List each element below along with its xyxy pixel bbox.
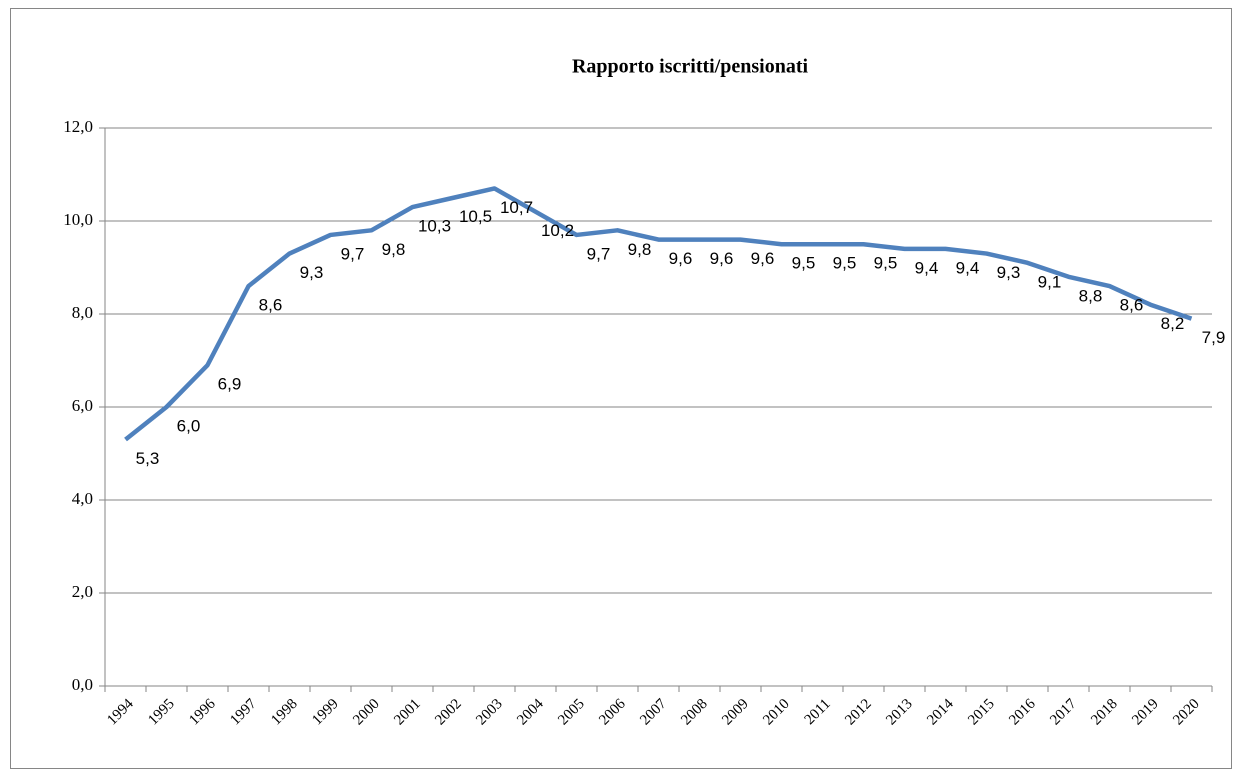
data-label: 9,3 xyxy=(300,263,324,282)
data-label: 9,6 xyxy=(751,249,775,268)
data-label: 5,3 xyxy=(136,449,160,468)
data-label: 9,4 xyxy=(956,258,980,277)
y-tick-label: 12,0 xyxy=(63,117,93,136)
data-label: 9,8 xyxy=(628,240,652,259)
data-label: 8,6 xyxy=(1120,296,1144,315)
data-label: 9,5 xyxy=(874,254,898,273)
data-label: 10,2 xyxy=(541,221,574,240)
data-label: 9,5 xyxy=(792,254,816,273)
data-label: 9,6 xyxy=(669,249,693,268)
y-tick-label: 0,0 xyxy=(72,675,93,694)
data-label: 8,8 xyxy=(1079,286,1103,305)
data-label: 8,2 xyxy=(1161,314,1185,333)
data-label: 9,4 xyxy=(915,258,939,277)
data-label: 9,5 xyxy=(833,254,857,273)
data-label: 9,7 xyxy=(341,244,365,263)
data-label: 6,9 xyxy=(218,375,242,394)
y-tick-label: 6,0 xyxy=(72,396,93,415)
data-label: 10,3 xyxy=(418,217,451,236)
data-label: 9,3 xyxy=(997,263,1021,282)
data-label: 7,9 xyxy=(1202,328,1226,347)
data-label: 9,6 xyxy=(710,249,734,268)
data-label: 9,1 xyxy=(1038,272,1062,291)
chart-frame xyxy=(10,8,1232,769)
data-label: 10,7 xyxy=(500,198,533,217)
data-label: 8,6 xyxy=(259,296,283,315)
data-label: 9,8 xyxy=(382,240,406,259)
y-tick-label: 10,0 xyxy=(63,210,93,229)
y-tick-label: 2,0 xyxy=(72,582,93,601)
data-line xyxy=(124,186,1193,442)
data-label: 6,0 xyxy=(177,416,201,435)
chart-title: Rapporto iscritti/pensionati xyxy=(572,56,809,78)
y-tick-label: 8,0 xyxy=(72,303,93,322)
y-tick-label: 4,0 xyxy=(72,489,93,508)
data-label: 9,7 xyxy=(587,244,611,263)
data-label: 10,5 xyxy=(459,207,492,226)
